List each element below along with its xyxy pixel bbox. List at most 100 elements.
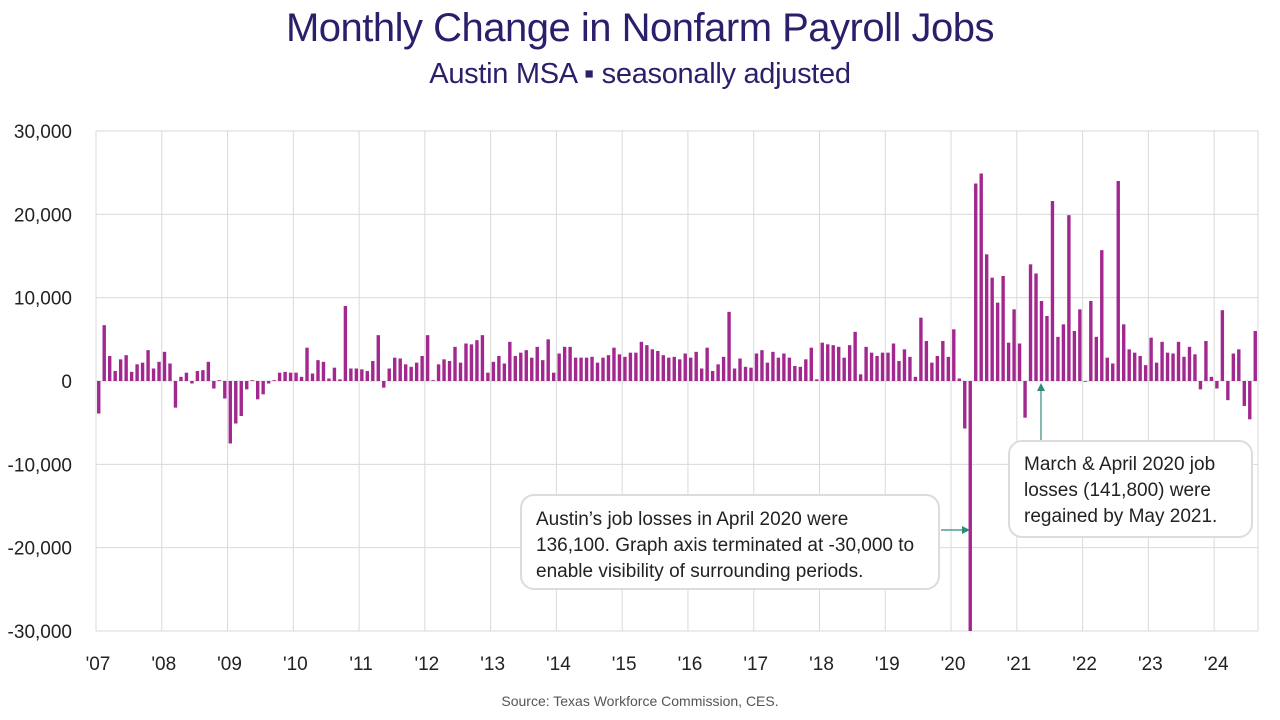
bar	[206, 361, 211, 381]
bar	[754, 353, 759, 381]
bar	[1078, 309, 1082, 381]
bar	[530, 357, 534, 381]
bar	[239, 381, 243, 416]
bar	[946, 356, 951, 381]
bar	[447, 361, 452, 381]
bar	[360, 369, 364, 381]
bar	[151, 368, 156, 381]
bar	[853, 331, 857, 381]
bar	[1132, 352, 1137, 381]
bar	[349, 368, 353, 381]
bar	[1067, 215, 1071, 381]
bar	[179, 376, 183, 381]
bar	[798, 366, 803, 381]
bar	[990, 277, 994, 381]
bar	[941, 341, 945, 381]
bar	[1248, 381, 1252, 420]
bar	[1237, 349, 1241, 381]
bar	[562, 346, 567, 381]
bar	[519, 352, 523, 381]
bar	[749, 367, 753, 381]
bar	[310, 373, 315, 381]
bar	[743, 366, 748, 381]
y-tick-label: -10,000	[8, 455, 72, 476]
bar	[710, 371, 715, 381]
bar	[908, 356, 912, 381]
bar	[705, 347, 709, 381]
bar	[1061, 324, 1066, 381]
bar	[502, 363, 507, 381]
bar	[382, 381, 386, 388]
bar	[1017, 343, 1022, 381]
bar	[913, 376, 918, 381]
bar	[1198, 381, 1203, 390]
bar	[1100, 250, 1104, 381]
bar	[1116, 181, 1120, 381]
bar	[738, 358, 742, 381]
bar	[458, 362, 463, 381]
bar	[365, 371, 370, 381]
bar	[897, 361, 901, 381]
x-tick-label: '19	[875, 654, 900, 675]
bar	[108, 356, 112, 381]
bar	[436, 364, 441, 381]
bar	[393, 357, 397, 381]
bar	[836, 346, 841, 381]
bar	[1226, 381, 1230, 401]
bar	[124, 355, 128, 381]
bar	[524, 350, 528, 381]
april-2020-callout: Austin’s job losses in April 2020 were 1…	[520, 494, 940, 590]
bar	[387, 368, 391, 381]
bar	[223, 381, 227, 399]
bar	[343, 306, 348, 381]
bar	[1182, 356, 1186, 381]
x-tick-label: '15	[612, 654, 637, 675]
bar	[486, 372, 490, 381]
bar	[1204, 341, 1208, 381]
bar	[957, 378, 961, 381]
bar	[595, 362, 600, 381]
bar	[831, 345, 835, 381]
bar	[1209, 376, 1214, 381]
bar	[294, 372, 298, 381]
y-tick-label: 0	[61, 372, 72, 393]
bar	[398, 358, 402, 381]
bar	[513, 356, 518, 381]
bar	[678, 359, 682, 381]
bar	[184, 372, 189, 381]
bar	[1111, 363, 1115, 381]
x-tick-label: '09	[217, 654, 242, 675]
bar	[793, 366, 797, 381]
bar	[146, 350, 150, 381]
bar	[573, 357, 578, 381]
bar	[804, 359, 808, 381]
y-tick-label: -20,000	[8, 539, 72, 560]
bar	[508, 341, 512, 381]
bar	[157, 361, 161, 381]
bar	[425, 335, 430, 381]
bar	[782, 353, 786, 381]
bar	[1034, 273, 1038, 381]
bar	[760, 350, 764, 381]
bar	[1105, 357, 1109, 381]
bar	[255, 381, 260, 400]
bar	[568, 346, 572, 381]
bar	[190, 381, 194, 384]
bar	[1138, 356, 1142, 381]
bar	[480, 335, 485, 381]
bar	[979, 173, 983, 381]
bar	[371, 361, 375, 381]
bar	[469, 344, 474, 381]
bar	[826, 344, 830, 381]
bar	[952, 329, 956, 381]
bar	[102, 325, 106, 381]
bar	[963, 381, 967, 429]
bar	[656, 351, 660, 381]
bar	[1072, 331, 1077, 381]
bar	[1012, 309, 1016, 381]
bar	[403, 364, 408, 381]
bar	[672, 356, 676, 381]
bar	[1001, 276, 1005, 381]
bar	[1006, 342, 1011, 381]
